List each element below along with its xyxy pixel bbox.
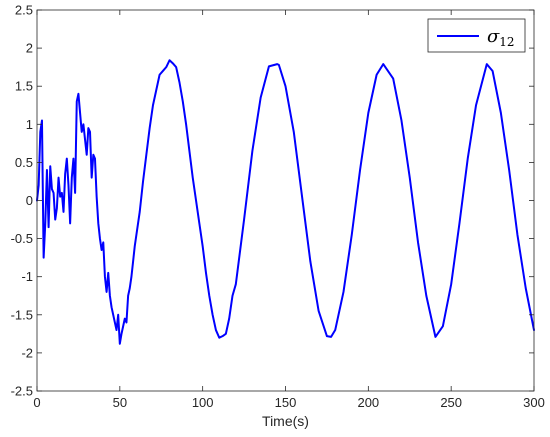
y-tick-label: 1.5	[15, 79, 33, 94]
y-tick-label: 2	[26, 41, 33, 56]
series-line-0	[36, 59, 535, 345]
series-layer	[36, 59, 535, 345]
x-tick-label: 200	[357, 395, 379, 410]
legend: σ12	[427, 18, 526, 53]
x-tick-label: 0	[33, 395, 40, 410]
y-tick-label: 2.5	[15, 3, 33, 18]
x-axis-title: Time(s)	[262, 413, 309, 429]
legend-label-base: σ	[487, 26, 500, 47]
x-tick-label: 150	[275, 395, 297, 410]
x-tick-label: 250	[440, 395, 462, 410]
y-tick-label: -2	[21, 345, 33, 360]
y-tick-label: -2.5	[11, 384, 33, 399]
axes-layer: 0 50 100 150 200 250 300 -2.5 -2 -1.5 -1 -0.5 0 0.5 1 1…	[11, 3, 545, 411]
y-tick-label: 0	[26, 193, 33, 208]
x-tick-label: 100	[192, 395, 214, 410]
y-tick-label: -0.5	[11, 231, 33, 246]
legend-label-subscript: 12	[499, 35, 514, 49]
x-tick-label: 50	[113, 395, 127, 410]
y-tick-label: 0.5	[15, 155, 33, 170]
legend-label: σ12	[487, 26, 515, 49]
x-tick-label: 300	[523, 395, 545, 410]
y-tick-label: -1	[21, 269, 33, 284]
plot-area	[37, 10, 534, 391]
y-tick-label: 1	[26, 117, 33, 132]
y-tick-label: -1.5	[11, 307, 33, 322]
